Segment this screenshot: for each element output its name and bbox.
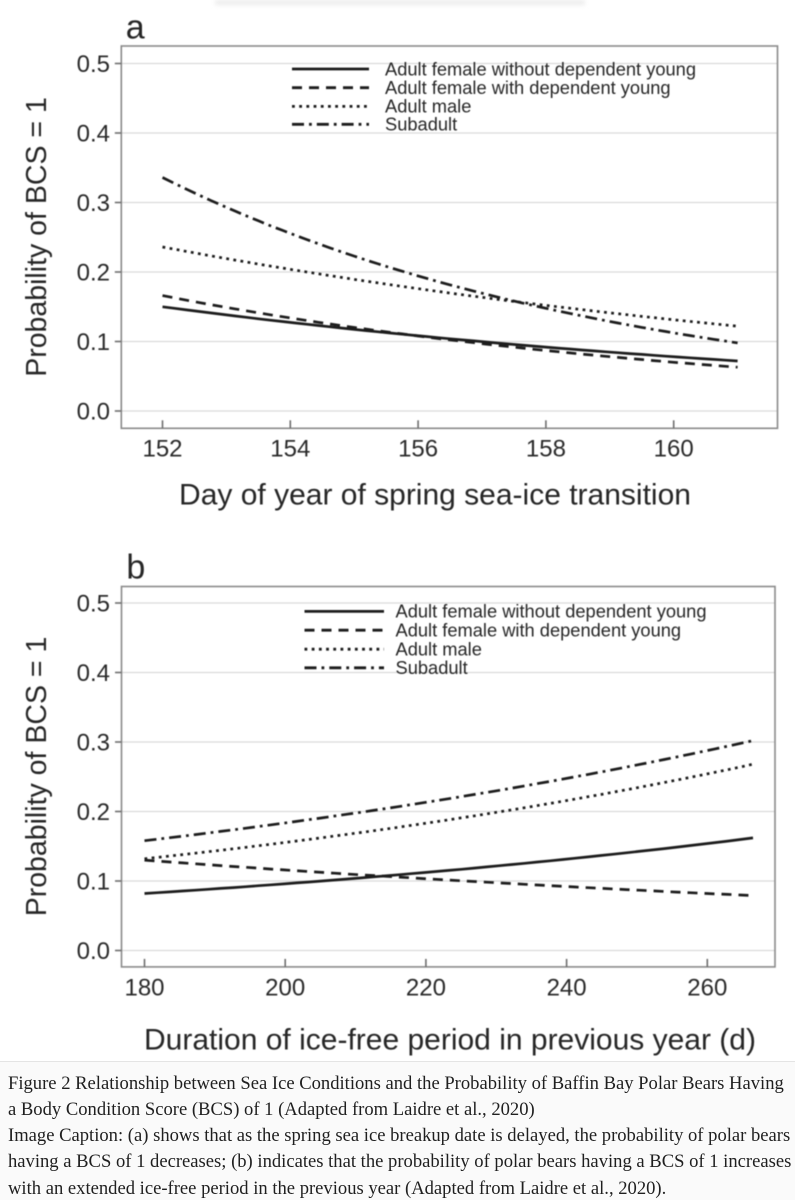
svg-text:Adult female without dependent: Adult female without dependent young [385,58,696,79]
svg-text:0.3: 0.3 [77,190,110,217]
svg-text:160: 160 [654,436,694,463]
svg-text:Duration of ice-free period in: Duration of ice-free period in previous … [144,1024,756,1057]
svg-text:180: 180 [124,975,164,1002]
svg-text:a: a [126,9,145,47]
svg-text:240: 240 [547,975,587,1002]
svg-text:0.1: 0.1 [77,329,110,356]
svg-text:220: 220 [406,975,446,1002]
svg-text:Probability of BCS = 1: Probability of BCS = 1 [21,637,53,917]
svg-text:Adult female with dependent yo: Adult female with dependent young [385,77,671,98]
svg-text:0.5: 0.5 [77,51,110,78]
svg-text:Subadult: Subadult [396,657,468,678]
svg-text:Probability of BCS = 1: Probability of BCS = 1 [21,97,53,377]
svg-text:Adult male: Adult male [396,639,482,660]
svg-text:0.0: 0.0 [77,938,110,965]
svg-text:0.0: 0.0 [77,399,110,426]
svg-text:0.4: 0.4 [77,121,110,148]
svg-text:Adult female without dependent: Adult female without dependent young [396,601,707,622]
svg-text:Adult male: Adult male [385,96,471,117]
svg-text:0.2: 0.2 [77,799,110,826]
svg-text:156: 156 [398,436,438,463]
svg-text:0.3: 0.3 [77,730,110,757]
svg-text:158: 158 [526,436,566,463]
svg-text:0.5: 0.5 [77,591,110,618]
svg-text:Adult female with dependent yo: Adult female with dependent young [396,620,682,641]
svg-text:152: 152 [142,436,182,463]
svg-text:Day of year of spring sea-ice: Day of year of spring sea-ice transition [179,479,691,512]
svg-text:0.1: 0.1 [77,869,110,896]
svg-text:154: 154 [270,436,310,463]
svg-text:0.2: 0.2 [77,260,110,287]
svg-text:b: b [126,549,145,587]
svg-text:Subadult: Subadult [385,114,457,135]
svg-text:0.4: 0.4 [77,660,110,687]
svg-text:200: 200 [265,975,305,1002]
svg-text:260: 260 [687,975,727,1002]
